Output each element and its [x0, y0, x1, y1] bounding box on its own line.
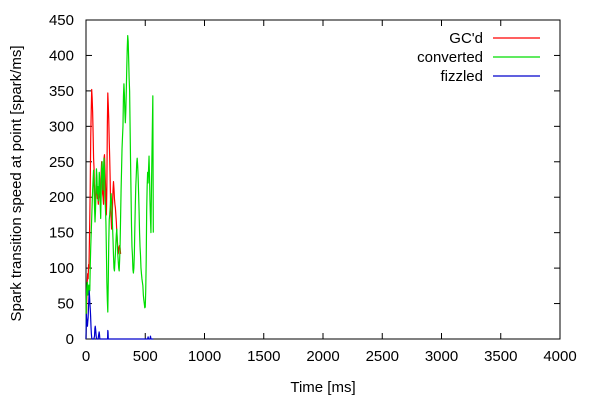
y-tick-label: 250 — [49, 154, 74, 171]
series-line-fizzled — [85, 290, 154, 340]
y-tick-label: 450 — [49, 12, 74, 29]
x-axis-label: Time [ms] — [290, 379, 355, 396]
x-tick-label: 3500 — [484, 348, 517, 365]
x-tick-label: 2500 — [366, 348, 399, 365]
y-tick-label: 400 — [49, 47, 74, 64]
y-tick-label: 150 — [49, 225, 74, 242]
legend-label: fizzled — [440, 68, 483, 85]
y-axis-label: Spark transition speed at point [spark/m… — [8, 46, 25, 322]
y-tick-label: 0 — [66, 331, 74, 348]
y-tick-label: 50 — [57, 296, 74, 313]
x-tick-label: 1500 — [247, 348, 280, 365]
y-tick-label: 350 — [49, 83, 74, 100]
legend-label: converted — [417, 49, 483, 66]
x-tick-label: 3000 — [425, 348, 458, 365]
x-tick-label: 4000 — [543, 348, 576, 365]
series-line-converted — [85, 34, 154, 340]
y-tick-label: 100 — [49, 260, 74, 277]
series-line-gc-d — [85, 88, 122, 340]
plot-frame — [85, 19, 561, 340]
x-tick-label: 500 — [133, 348, 158, 365]
x-tick-label: 1000 — [188, 348, 221, 365]
y-tick-label: 300 — [49, 118, 74, 135]
legend-label: GC'd — [449, 30, 483, 47]
x-tick-label: 0 — [82, 348, 90, 365]
y-tick-label: 200 — [49, 189, 74, 206]
plot-layer: 0 500 1000 1500 2000 2500 3000 3500 4000 0 50 100 15… — [8, 12, 577, 396]
x-tick-label: 2000 — [306, 348, 339, 365]
